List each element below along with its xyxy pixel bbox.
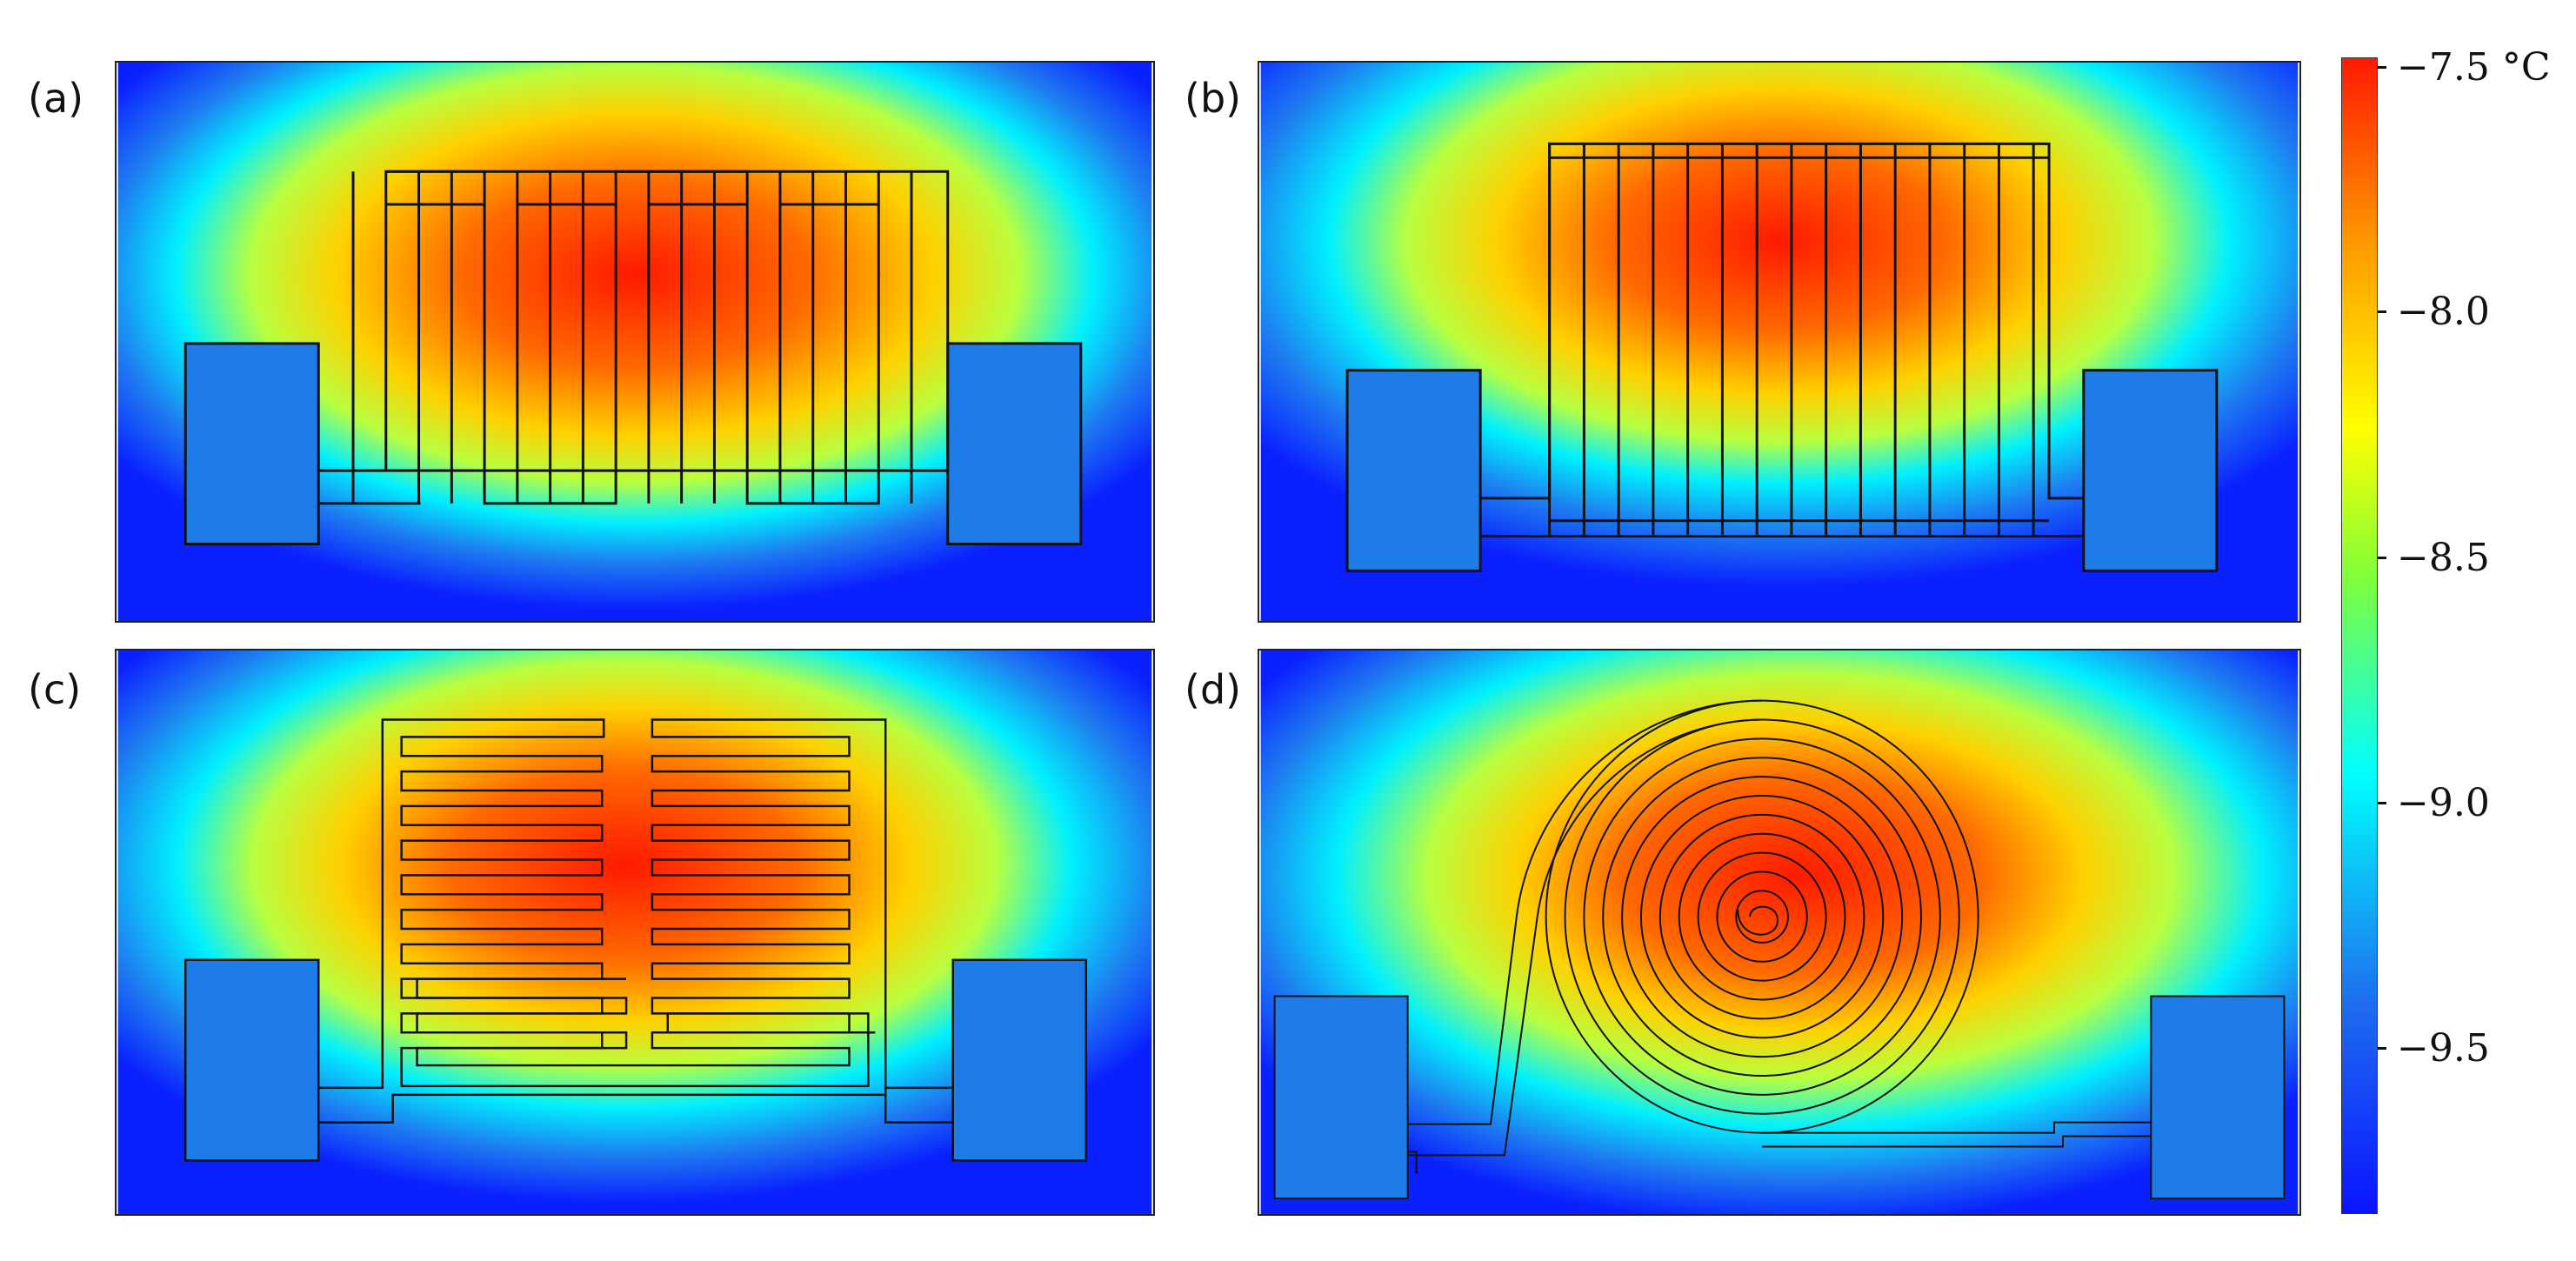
colorbar-label: −8.5 <box>2397 536 2490 580</box>
colorbar-label: −9.5 <box>2397 1026 2490 1071</box>
panel-d-svg <box>1260 651 2299 1214</box>
colorbar <box>2341 57 2378 1214</box>
panel-a-svg <box>117 63 1152 621</box>
panel-label-c: (c) <box>28 666 82 713</box>
panel-a-heatmap <box>115 61 1155 623</box>
panel-b-svg <box>1260 63 2299 621</box>
colorbar-tick <box>2378 66 2386 69</box>
colorbar-label-max: −7.5 °C <box>2397 45 2551 90</box>
colorbar-tick <box>2378 802 2386 804</box>
panel-b-heatmap <box>1258 61 2301 623</box>
colorbar-tick <box>2378 557 2386 559</box>
panel-d-heatmap <box>1258 649 2301 1216</box>
colorbar-tick <box>2378 1047 2386 1050</box>
colorbar-tick <box>2378 310 2386 313</box>
panel-label-d: (d) <box>1185 666 1242 713</box>
panel-label-b: (b) <box>1185 75 1242 122</box>
panel-label-a: (a) <box>28 75 84 122</box>
colorbar-label: −9.0 <box>2397 781 2490 825</box>
colorbar-label: −8.0 <box>2397 290 2490 334</box>
panel-c-svg <box>117 651 1152 1214</box>
panel-c-heatmap <box>115 649 1155 1216</box>
